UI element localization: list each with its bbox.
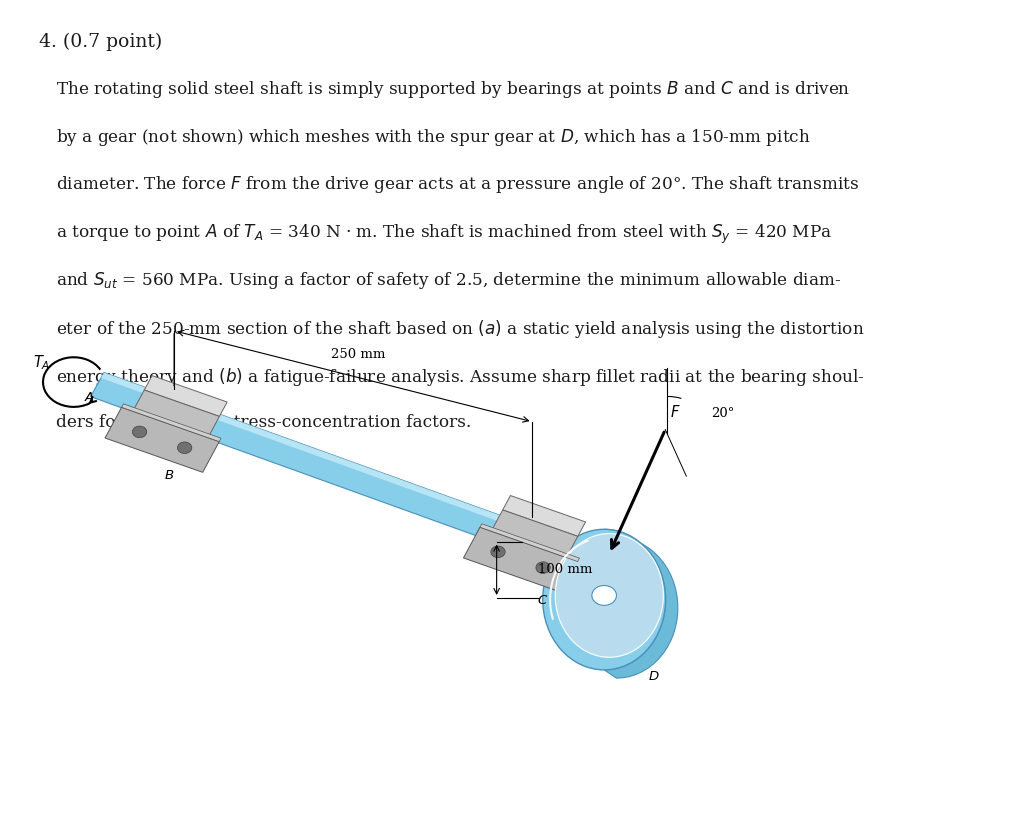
Text: $C$: $C$ <box>538 594 548 607</box>
Text: a torque to point $A$ of $T_A$ = 340 N · m. The shaft is machined from steel wit: a torque to point $A$ of $T_A$ = 340 N ·… <box>56 222 833 246</box>
Circle shape <box>177 442 191 453</box>
Text: by a gear (not shown) which meshes with the spur gear at $D$, which has a 150-mm: by a gear (not shown) which meshes with … <box>56 127 811 147</box>
Text: $F$: $F$ <box>671 404 681 419</box>
Polygon shape <box>90 372 632 587</box>
Text: $D$: $D$ <box>647 670 659 683</box>
Polygon shape <box>480 523 580 562</box>
Ellipse shape <box>543 529 666 670</box>
Polygon shape <box>133 390 219 437</box>
Polygon shape <box>503 495 586 537</box>
Text: 100 mm: 100 mm <box>538 563 592 576</box>
Ellipse shape <box>555 533 664 657</box>
Polygon shape <box>101 372 632 568</box>
Text: 250 mm: 250 mm <box>331 348 386 361</box>
Text: $A$: $A$ <box>84 391 95 404</box>
Polygon shape <box>604 529 678 678</box>
Text: energy theory and $(b)$ a fatigue-failure analysis. Assume sharp fillet radii at: energy theory and $(b)$ a fatigue-failur… <box>56 366 864 389</box>
Text: ders for estimating stress-concentration factors.: ders for estimating stress-concentration… <box>56 414 472 432</box>
Text: diameter. The force $F$ from the drive gear acts at a pressure angle of 20°. The: diameter. The force $F$ from the drive g… <box>56 174 859 195</box>
Polygon shape <box>105 407 219 472</box>
Polygon shape <box>122 404 221 442</box>
Text: and $S_{ut}$ = 560 MPa. Using a factor of safety of 2.5, determine the minimum a: and $S_{ut}$ = 560 MPa. Using a factor o… <box>56 270 842 291</box>
Polygon shape <box>464 527 578 592</box>
Polygon shape <box>144 375 227 417</box>
Circle shape <box>592 586 616 605</box>
Text: $T_A$: $T_A$ <box>33 353 50 371</box>
Polygon shape <box>492 510 578 557</box>
Text: $B$: $B$ <box>164 469 174 482</box>
Text: eter of the 250-mm section of the shaft based on $(a)$ a static yield analysis u: eter of the 250-mm section of the shaft … <box>56 318 865 341</box>
Text: 4. (0.7 point): 4. (0.7 point) <box>39 33 162 51</box>
Circle shape <box>536 562 550 573</box>
Circle shape <box>132 426 146 437</box>
Circle shape <box>490 546 505 557</box>
Text: 20°: 20° <box>712 407 735 419</box>
Text: The rotating solid steel shaft is simply supported by bearings at points $B$ and: The rotating solid steel shaft is simply… <box>56 79 851 99</box>
